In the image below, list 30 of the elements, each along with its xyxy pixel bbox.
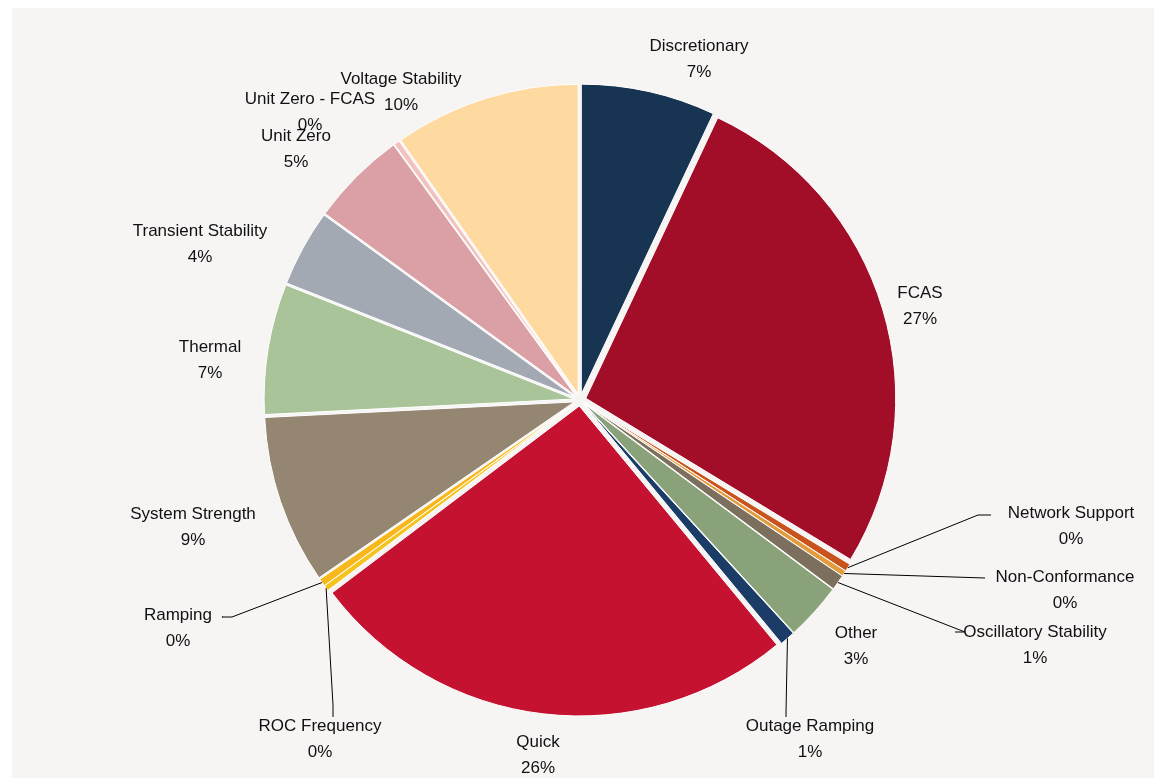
data-label: 10% bbox=[383, 95, 419, 114]
data-label: 0% bbox=[1052, 593, 1078, 612]
data-label: 0% bbox=[307, 742, 333, 761]
data-label: 7% bbox=[197, 363, 223, 382]
data-label: 4% bbox=[187, 247, 213, 266]
slice-label: Non-Conformance bbox=[995, 567, 1135, 586]
data-label: 0% bbox=[1058, 529, 1084, 548]
slice-label: Ramping bbox=[143, 605, 213, 624]
slice-label: Other bbox=[834, 623, 878, 642]
slice-label: Unit Zero - FCAS bbox=[244, 89, 376, 108]
slice-label: ROC Frequency bbox=[258, 716, 382, 735]
slice-label: Outage Ramping bbox=[745, 716, 875, 735]
data-label: 1% bbox=[1022, 648, 1048, 667]
slice-label: FCAS bbox=[897, 283, 943, 302]
data-label: 5% bbox=[283, 152, 309, 171]
slice-label: Discretionary bbox=[649, 36, 750, 55]
data-label: 1% bbox=[797, 742, 823, 761]
slice-label: Voltage Stability bbox=[340, 69, 462, 88]
data-label: 7% bbox=[686, 62, 712, 81]
slice-label: Quick bbox=[516, 732, 561, 751]
data-label: 27% bbox=[902, 309, 938, 328]
slice-label: System Strength bbox=[130, 504, 256, 523]
data-label: 3% bbox=[843, 649, 869, 668]
data-label: 9% bbox=[180, 530, 206, 549]
data-label: 26% bbox=[520, 758, 556, 777]
data-label: 0% bbox=[165, 631, 191, 650]
slice-label: Oscillatory Stability bbox=[963, 622, 1108, 641]
slice-label: Transient Stability bbox=[132, 221, 268, 240]
slice-label: Thermal bbox=[178, 337, 242, 356]
slice-label: Network Support bbox=[1007, 503, 1135, 522]
